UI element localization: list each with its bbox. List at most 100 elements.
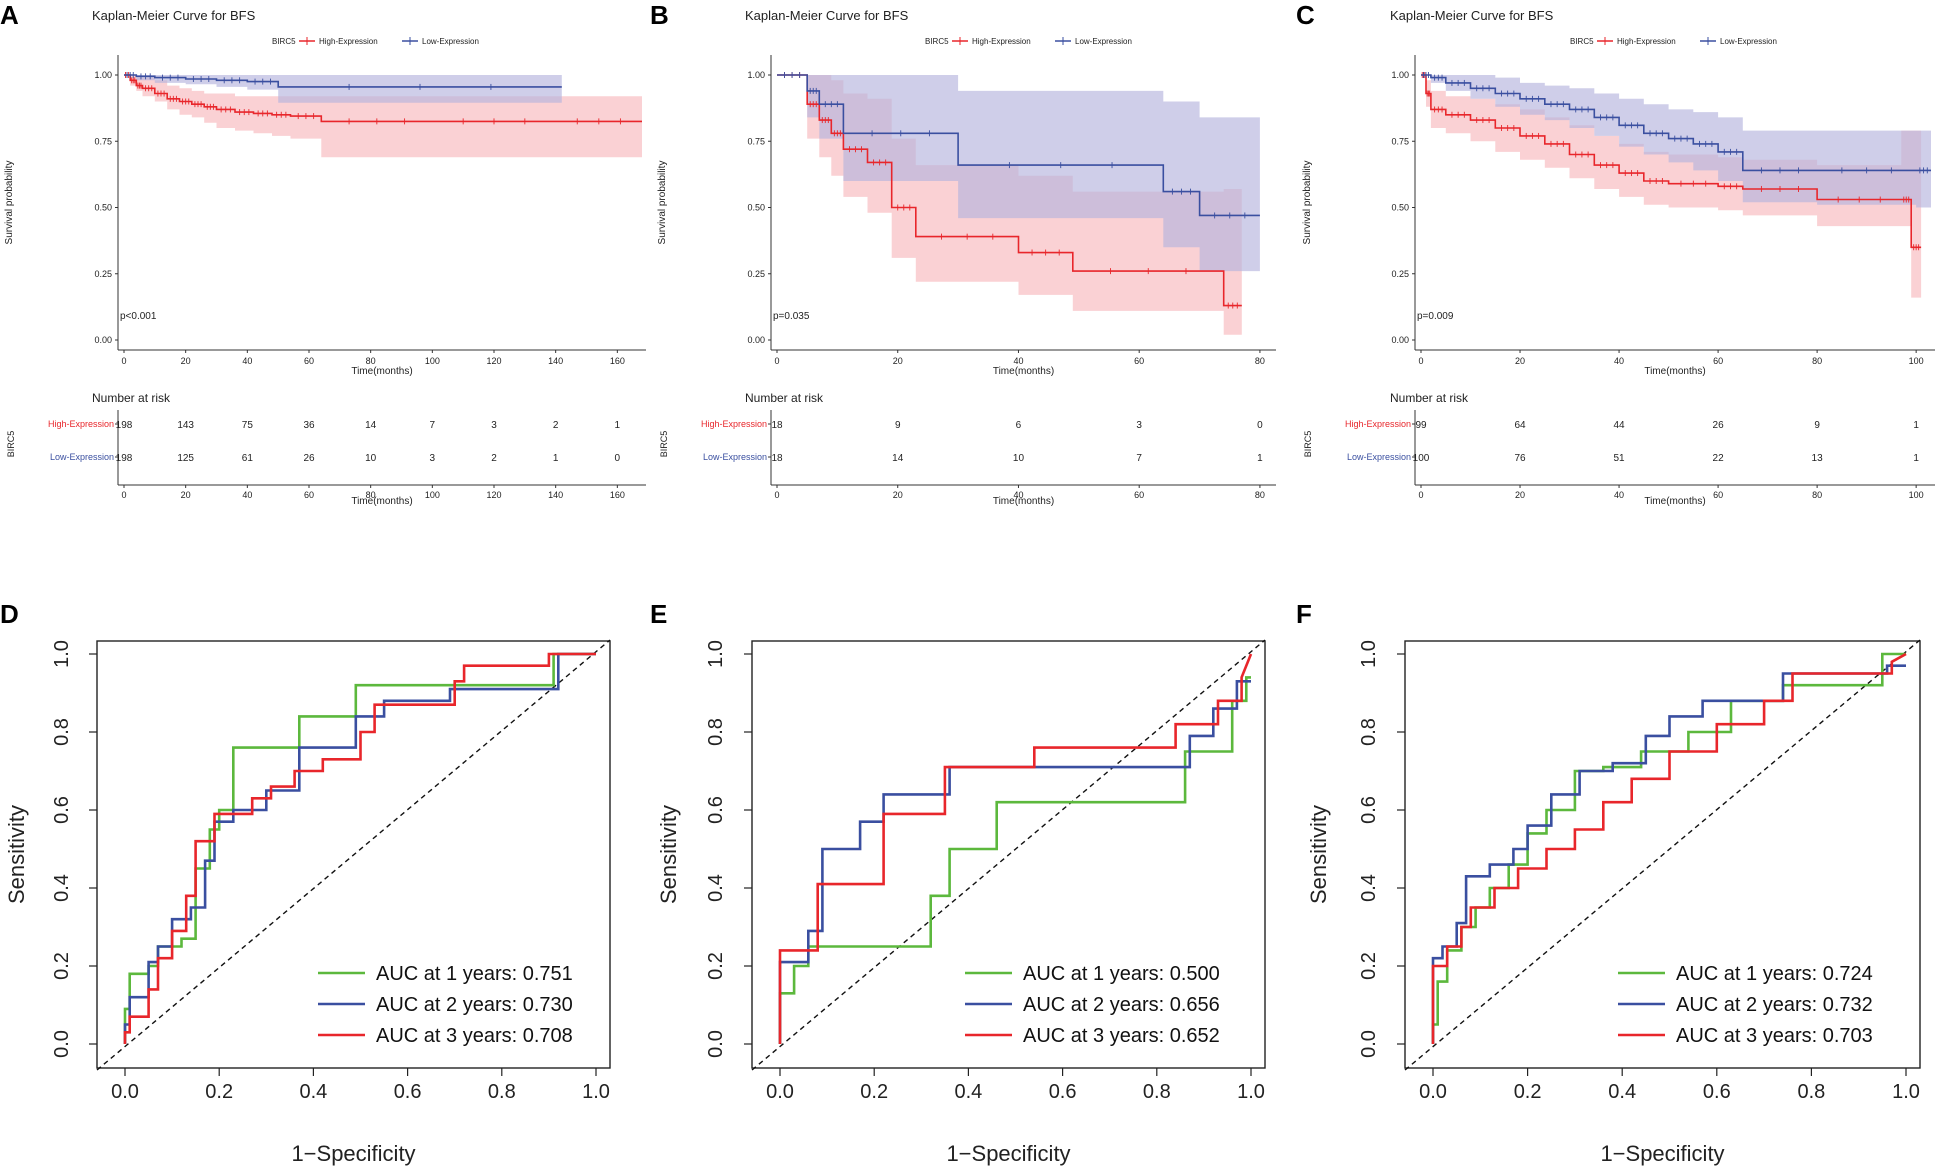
- roc-x-tick-label: 0.8: [1797, 1081, 1825, 1103]
- roc-curve-1-year: [1431, 652, 1906, 1044]
- risk-count: 3: [1136, 420, 1142, 431]
- km-y-tick-label: 0.50: [1391, 203, 1409, 213]
- roc-curve-3-year: [778, 653, 1253, 1044]
- km-x-tick-label: 0: [121, 356, 126, 366]
- km-y-tick-label: 1.00: [747, 70, 765, 80]
- roc-y-axis-label: Sensitivity: [1306, 805, 1331, 904]
- km-y-tick-label: 0.75: [1391, 136, 1409, 146]
- roc-y-tick-label: 0.6: [705, 796, 727, 824]
- roc-legend-label-3: AUC at 3 years: 0.652: [1023, 1025, 1220, 1047]
- km-x-tick-label: 80: [366, 356, 376, 366]
- legend-label: High-Expression: [1617, 37, 1676, 46]
- risk-x-tick-label: 80: [1255, 490, 1265, 500]
- risk-count: 7: [430, 420, 436, 431]
- risk-count: 0: [615, 453, 621, 464]
- km-y-tick-label: 0.25: [747, 269, 765, 279]
- risk-count: 0: [1257, 420, 1263, 431]
- risk-count: 64: [1514, 420, 1526, 431]
- risk-count: 198: [116, 420, 133, 431]
- risk-x-axis-label: Time(months): [993, 496, 1054, 507]
- km-x-tick-label: 100: [425, 356, 440, 366]
- km-x-axis-label: Time(months): [351, 366, 412, 377]
- risk-x-tick-label: 40: [1013, 490, 1023, 500]
- roc-plot-frame: [1404, 640, 1921, 1069]
- risk-strata-label: BIRC5: [6, 431, 16, 458]
- risk-count: 100: [1413, 453, 1430, 464]
- risk-x-tick-label: 40: [242, 490, 252, 500]
- km-x-tick-label: 60: [304, 356, 314, 366]
- risk-x-tick-label: 140: [548, 490, 563, 500]
- km-panel-b: Kaplan-Meier Curve for BFS BIRC5 High-Expr…: [657, 8, 1276, 507]
- roc-reference-diagonal: [1404, 639, 1921, 1071]
- risk-count: 6: [1016, 420, 1022, 431]
- risk-x-tick-label: 0: [774, 490, 779, 500]
- panel-label-a: A: [0, 0, 19, 30]
- km-x-tick-label: 40: [242, 356, 252, 366]
- km-y-axis-label: Survival probability: [4, 161, 15, 245]
- risk-row-label-high: High-Expression: [48, 419, 114, 429]
- roc-y-tick-label: 1.0: [51, 640, 73, 668]
- km-x-tick-label: 120: [486, 356, 501, 366]
- risk-count: 2: [553, 420, 559, 431]
- roc-y-tick-label: 0.4: [51, 874, 73, 902]
- risk-count: 1: [1913, 453, 1919, 464]
- km-x-tick-label: 100: [1909, 356, 1924, 366]
- risk-row-label-high: High-Expression: [701, 419, 767, 429]
- km-x-tick-label: 60: [1134, 356, 1144, 366]
- risk-x-tick-label: 60: [1134, 490, 1144, 500]
- roc-y-tick-label: 0.4: [705, 874, 727, 902]
- roc-x-tick-label: 0.6: [394, 1081, 422, 1103]
- risk-count: 10: [365, 453, 377, 464]
- roc-legend-label-2: AUC at 2 years: 0.732: [1676, 994, 1873, 1016]
- risk-row-label-low: Low-Expression: [703, 452, 767, 462]
- risk-count: 26: [303, 453, 315, 464]
- roc-x-tick-label: 1.0: [582, 1081, 610, 1103]
- legend-title: BIRC5: [925, 37, 949, 46]
- risk-count: 18: [771, 453, 783, 464]
- roc-x-tick-label: 0.6: [1049, 1081, 1077, 1103]
- roc-y-tick-label: 0.0: [705, 1030, 727, 1058]
- km-x-tick-label: 40: [1013, 356, 1023, 366]
- risk-x-tick-label: 100: [425, 490, 440, 500]
- roc-y-tick-label: 1.0: [705, 640, 727, 668]
- roc-y-tick-label: 0.8: [705, 718, 727, 746]
- km-x-tick-label: 20: [1515, 356, 1525, 366]
- km-x-axis-label: Time(months): [1644, 366, 1705, 377]
- km-x-tick-label: 80: [1812, 356, 1822, 366]
- km-panel-c: Kaplan-Meier Curve for BFS BIRC5 High-Expr…: [1302, 8, 1935, 507]
- km-x-tick-label: 60: [1713, 356, 1723, 366]
- risk-count: 14: [365, 420, 377, 431]
- risk-count: 1: [615, 420, 621, 431]
- roc-y-tick-label: 0.0: [51, 1030, 73, 1058]
- roc-panel-f: 0.0 0.0 0.2 0.2 0.4 0.4 0.6 0.6 0.8 0.8 1.0 1.0 1−Sp…: [1306, 639, 1921, 1166]
- km-x-tick-label: 40: [1614, 356, 1624, 366]
- risk-count: 13: [1812, 453, 1824, 464]
- risk-count: 9: [1814, 420, 1820, 431]
- risk-count: 198: [116, 453, 133, 464]
- ci-band-high: [124, 75, 642, 158]
- risk-x-tick-label: 80: [366, 490, 376, 500]
- km-title: Kaplan-Meier Curve for BFS: [745, 8, 909, 23]
- km-x-tick-label: 0: [774, 356, 779, 366]
- risk-count: 143: [177, 420, 194, 431]
- km-x-tick-label: 140: [548, 356, 563, 366]
- risk-count: 18: [771, 420, 783, 431]
- risk-x-tick-label: 80: [1812, 490, 1822, 500]
- roc-y-tick-label: 1.0: [1358, 640, 1380, 668]
- roc-legend-label-1: AUC at 1 years: 0.751: [376, 963, 573, 985]
- km-x-tick-label: 20: [893, 356, 903, 366]
- risk-x-tick-label: 0: [121, 490, 126, 500]
- legend-label: Low-Expression: [1720, 37, 1777, 46]
- risk-table-title: Number at risk: [92, 391, 171, 405]
- roc-y-tick-label: 0.2: [705, 952, 727, 980]
- roc-x-tick-label: 0.4: [1608, 1081, 1636, 1103]
- risk-row-label-low: Low-Expression: [50, 452, 114, 462]
- risk-count: 76: [1514, 453, 1526, 464]
- km-p-value: p=0.035: [773, 311, 810, 322]
- roc-x-tick-label: 0.0: [766, 1081, 794, 1103]
- risk-x-tick-label: 0: [1418, 490, 1423, 500]
- km-y-tick-label: 1.00: [94, 70, 112, 80]
- roc-x-tick-label: 0.8: [488, 1081, 516, 1103]
- legend-label: High-Expression: [972, 37, 1031, 46]
- roc-plot-frame: [96, 640, 611, 1069]
